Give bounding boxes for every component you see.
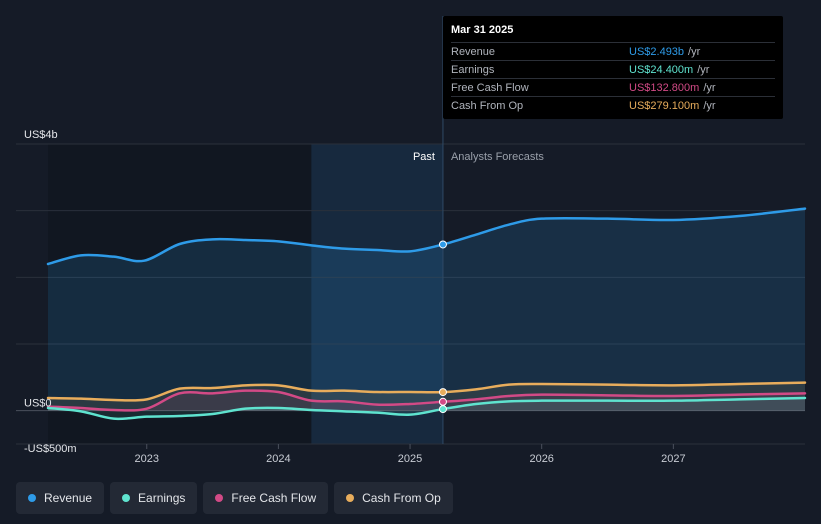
tooltip-unit: /yr xyxy=(688,45,701,58)
highlight-band xyxy=(311,144,443,444)
legend-label: Revenue xyxy=(44,491,93,505)
x-tick-label: 2024 xyxy=(266,453,290,465)
series-lines xyxy=(46,207,807,421)
free-cash-flow-marker xyxy=(438,397,447,406)
legend-item-cash-from-op[interactable]: Cash From Op xyxy=(334,482,453,514)
legend-label: Earnings xyxy=(138,491,186,505)
legend: Revenue Earnings Free Cash Flow Cash Fro… xyxy=(16,482,453,514)
earnings-marker xyxy=(438,405,447,414)
tooltip-value: US$279.100m xyxy=(629,99,700,112)
x-tick-label: 2027 xyxy=(661,453,685,465)
legend-dot-icon xyxy=(122,494,131,502)
cash-from-op-line xyxy=(46,381,807,402)
tooltip-label: Cash From Op xyxy=(451,99,524,112)
legend-label: Cash From Op xyxy=(362,491,441,505)
x-axis-ticks: 2023 2024 2025 2026 2027 xyxy=(134,444,686,465)
free-cash-flow-line xyxy=(46,389,807,412)
legend-dot-icon xyxy=(346,494,355,502)
y-tick-label: US$0 xyxy=(24,398,52,410)
revenue-line xyxy=(46,207,807,266)
series-markers xyxy=(438,240,447,414)
tooltip-label: Free Cash Flow xyxy=(451,81,529,94)
legend-item-earnings[interactable]: Earnings xyxy=(110,482,198,514)
tooltip-label: Revenue xyxy=(451,45,496,58)
tooltip-row-cash-from-op: Cash From Op US$279.100m /yr xyxy=(451,96,775,114)
x-tick-label: 2026 xyxy=(529,453,553,465)
series-areas xyxy=(48,208,805,419)
tooltip-unit: /yr xyxy=(697,63,710,76)
revenue-area xyxy=(48,208,805,411)
tooltip-label: Earnings xyxy=(451,63,495,76)
x-tick-label: 2025 xyxy=(398,453,422,465)
tooltip-date: Mar 31 2025 xyxy=(451,24,514,36)
tooltip-row-earnings: Earnings US$24.400m /yr xyxy=(451,60,775,78)
y-tick-label: -US$500m xyxy=(24,443,77,455)
tooltip-unit: /yr xyxy=(703,99,716,112)
legend-item-revenue[interactable]: Revenue xyxy=(16,482,105,514)
y-tick-label: US$4b xyxy=(24,129,58,141)
legend-item-free-cash-flow[interactable]: Free Cash Flow xyxy=(203,482,329,514)
cash-from-op-area xyxy=(48,382,805,411)
legend-dot-icon xyxy=(215,494,224,502)
legend-dot-icon xyxy=(28,494,36,502)
tooltip-value: US$2.493b xyxy=(629,45,685,58)
tooltip-row-revenue: Revenue US$2.493b /yr xyxy=(451,42,775,60)
tooltip-value: US$132.800m xyxy=(629,81,700,94)
earnings-area xyxy=(48,398,805,419)
tooltip: Mar 31 2025 Revenue US$2.493b /yr Earnin… xyxy=(443,16,783,119)
x-tick-label: 2023 xyxy=(134,453,158,465)
y-axis-ticks: US$4b US$0 -US$500m xyxy=(24,129,77,455)
legend-label: Free Cash Flow xyxy=(231,491,317,505)
cash-from-op-marker xyxy=(438,388,447,397)
revenue-marker xyxy=(438,240,447,249)
earnings-line xyxy=(46,396,807,421)
tooltip-row-free-cash-flow: Free Cash Flow US$132.800m /yr xyxy=(451,78,775,96)
tooltip-value: US$24.400m xyxy=(629,63,694,76)
forecast-label: Analysts Forecasts xyxy=(451,151,544,163)
tooltip-unit: /yr xyxy=(703,81,716,94)
past-label: Past xyxy=(413,151,435,163)
